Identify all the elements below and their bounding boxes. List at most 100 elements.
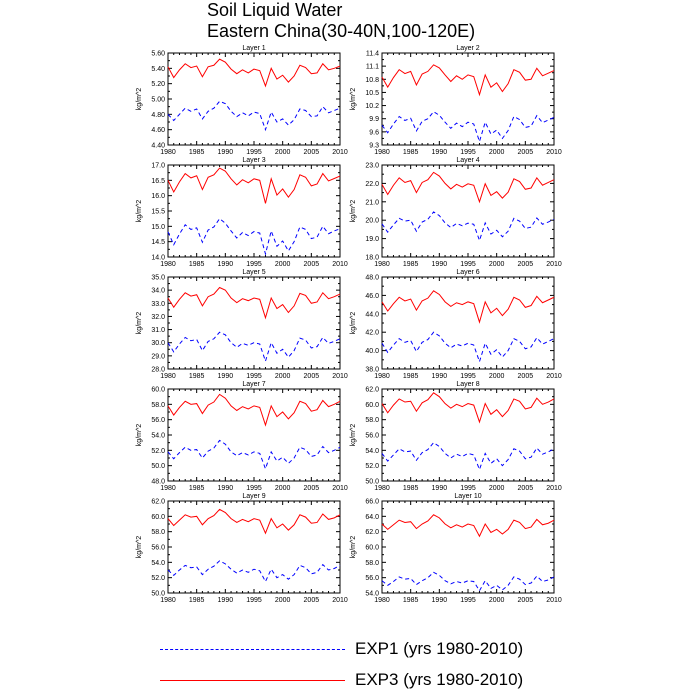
- x-tick-label: 1990: [218, 261, 234, 268]
- panel-title: Layer 4: [456, 157, 479, 164]
- y-tick-label: 4.40: [151, 143, 165, 150]
- y-tick-label: 30.0: [151, 340, 165, 347]
- y-tick-label: 58.0: [151, 402, 165, 409]
- x-tick-label: 2005: [304, 485, 320, 492]
- y-tick-label: 50.0: [151, 463, 165, 470]
- legend-exp3-line: [160, 680, 345, 681]
- x-tick-label: 2000: [489, 373, 505, 380]
- x-tick-label: 1995: [246, 149, 262, 156]
- y-tick-label: 16.5: [151, 178, 165, 185]
- x-tick-label: 1995: [460, 373, 476, 380]
- legend-exp3-label: EXP3 (yrs 1980-2010): [355, 670, 524, 689]
- y-tick-label: 52.0: [365, 463, 379, 470]
- series-exp3-line: [381, 392, 555, 424]
- series-exp3-line: [167, 508, 341, 535]
- x-tick-label: 2010: [546, 373, 562, 380]
- y-tick-label: 9.6: [369, 129, 379, 136]
- chart-title-line1: Soil Liquid Water: [207, 0, 343, 20]
- x-tick-label: 1990: [432, 485, 448, 492]
- series-exp3-line: [381, 171, 555, 204]
- y-tick-label: 16.0: [151, 193, 165, 200]
- y-tick-label: 56.0: [365, 433, 379, 440]
- x-tick-label: 2000: [275, 373, 291, 380]
- y-tick-label: 56.0: [151, 545, 165, 552]
- y-tick-label: 32.0: [151, 314, 165, 321]
- series-exp3-line: [381, 514, 555, 538]
- x-tick-label: 1980: [160, 485, 176, 492]
- x-tick-label: 2000: [275, 261, 291, 268]
- x-tick-label: 2000: [489, 597, 505, 604]
- y-tick-label: 62.0: [365, 529, 379, 536]
- y-tick-label: 46.0: [365, 293, 379, 300]
- x-tick-label: 2010: [332, 597, 348, 604]
- plot-frame: [381, 164, 555, 258]
- x-tick-label: 2000: [275, 485, 291, 492]
- y-tick-label: 4.60: [151, 127, 165, 134]
- x-tick-label: 1985: [403, 597, 419, 604]
- chart-title-line2: Eastern China(30-40N,100-120E): [207, 21, 476, 41]
- layer-panel-2: Layer 2 9.3 9.6 9.9 10.2 10.5 10.8 11.1 11.4 1980…: [350, 45, 562, 156]
- x-tick-label: 2010: [332, 149, 348, 156]
- x-tick-label: 1985: [189, 597, 205, 604]
- x-tick-label: 2010: [332, 373, 348, 380]
- layer-panel-4: Layer 4 18.0 19.0 20.0 21.0 22.0 23.0 1980 1985 1…: [350, 157, 562, 268]
- y-tick-label: 23.0: [365, 163, 379, 170]
- y-tick-label: 62.0: [151, 499, 165, 506]
- x-tick-label: 1980: [374, 149, 390, 156]
- y-tick-label: 10.2: [365, 103, 379, 110]
- plot-frame: [167, 500, 341, 594]
- x-tick-label: 1995: [246, 485, 262, 492]
- series-exp1-line: [381, 331, 555, 364]
- y-tick-label: 17.0: [151, 163, 165, 170]
- x-tick-label: 2005: [304, 373, 320, 380]
- y-tick-label: 38.0: [365, 367, 379, 374]
- panel-title: Layer 5: [242, 269, 265, 276]
- x-tick-label: 2010: [546, 485, 562, 492]
- y-tick-label: 52.0: [151, 448, 165, 455]
- y-tick-label: 54.0: [151, 433, 165, 440]
- y-tick-label: 52.0: [151, 575, 165, 582]
- y-tick-label: 50.0: [151, 591, 165, 598]
- x-tick-label: 2010: [546, 597, 562, 604]
- x-tick-label: 1995: [460, 261, 476, 268]
- legend-exp1-line: [160, 649, 345, 650]
- x-tick-label: 1980: [160, 261, 176, 268]
- y-axis-label: kg/m^2: [136, 200, 143, 222]
- x-tick-label: 1995: [460, 485, 476, 492]
- y-tick-label: 19.0: [365, 236, 379, 243]
- y-tick-label: 11.4: [366, 51, 379, 58]
- x-tick-label: 1990: [432, 261, 448, 268]
- y-tick-label: 34.0: [151, 288, 165, 295]
- y-tick-label: 54.0: [151, 560, 165, 567]
- x-tick-label: 1995: [246, 597, 262, 604]
- x-tick-label: 2005: [304, 149, 320, 156]
- series-exp3-line: [167, 167, 341, 204]
- y-axis-label: kg/m^2: [136, 88, 143, 110]
- x-tick-label: 2000: [489, 261, 505, 268]
- y-tick-label: 58.0: [151, 529, 165, 536]
- layer-panel-6: Layer 6 38.0 40.0 42.0 44.0 46.0 48.0 1980 1985 1…: [350, 269, 562, 380]
- y-tick-label: 9.3: [369, 143, 379, 150]
- x-tick-label: 1985: [189, 373, 205, 380]
- x-tick-label: 1990: [218, 597, 234, 604]
- series-exp1-line: [381, 211, 555, 242]
- x-tick-label: 1980: [160, 149, 176, 156]
- y-tick-label: 15.5: [151, 209, 165, 216]
- x-tick-label: 1980: [374, 373, 390, 380]
- x-tick-label: 1985: [189, 485, 205, 492]
- y-tick-label: 58.0: [365, 417, 379, 424]
- y-tick-label: 60.0: [365, 402, 379, 409]
- panel-title: Layer 8: [456, 381, 479, 388]
- x-tick-label: 2010: [546, 261, 562, 268]
- y-tick-label: 35.0: [151, 275, 165, 282]
- layer-panel-9: Layer 9 50.0 52.0 54.0 56.0 58.0 60.0 62.0 1980 1…: [136, 493, 348, 604]
- layer-panel-5: Layer 5 28.0 29.0 30.0 31.0 32.0 33.0 34.0 35.0 1…: [136, 269, 348, 380]
- x-tick-label: 1980: [374, 597, 390, 604]
- y-tick-label: 60.0: [151, 387, 165, 394]
- series-exp3-line: [167, 286, 341, 320]
- x-tick-label: 1990: [218, 149, 234, 156]
- y-tick-label: 56.0: [365, 575, 379, 582]
- x-tick-label: 1995: [246, 373, 262, 380]
- y-tick-label: 5.00: [151, 97, 165, 104]
- plot-frame: [381, 388, 555, 482]
